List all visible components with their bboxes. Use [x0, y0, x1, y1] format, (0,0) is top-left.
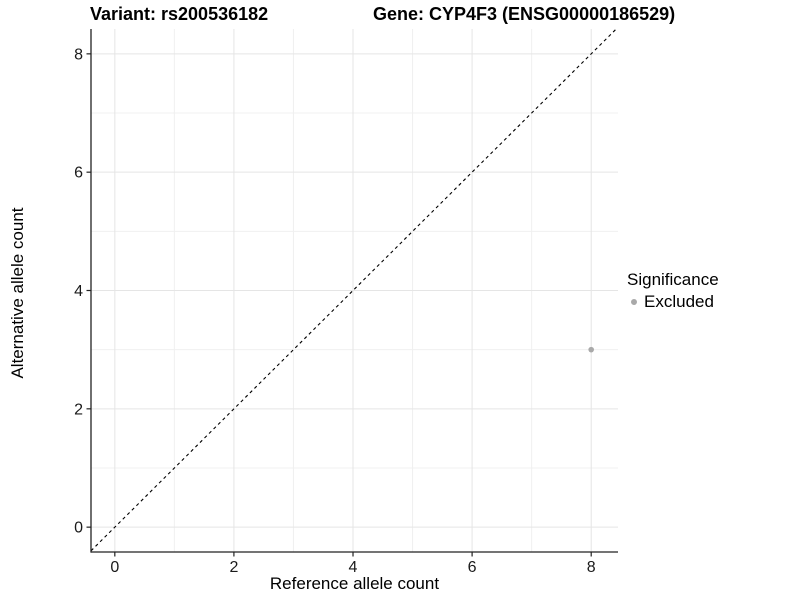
x-tick-label: 0	[110, 559, 119, 576]
identity-line	[90, 28, 617, 552]
legend-item-label: Excluded	[644, 292, 714, 311]
plot-title-gene: Gene: CYP4F3 (ENSG00000186529)	[373, 4, 676, 24]
y-tick-label: 2	[74, 401, 83, 418]
x-tick-label: 2	[229, 559, 238, 576]
legend-point-icon	[631, 299, 637, 305]
legend-title: Significance	[627, 270, 719, 289]
x-tick-label: 8	[587, 559, 596, 576]
y-tick-label: 4	[74, 283, 83, 300]
x-tick-label: 4	[349, 559, 358, 576]
legend: Significance Excluded	[627, 270, 719, 312]
x-tick-label: 6	[468, 559, 477, 576]
y-tick-label: 6	[74, 165, 83, 182]
legend-item-excluded: Excluded	[627, 292, 719, 312]
plot-title-variant: Variant: rs200536182	[90, 4, 269, 24]
x-axis-title: Reference allele count	[269, 574, 440, 593]
y-axis-title: Alternative allele count	[8, 207, 27, 379]
data-point	[588, 346, 595, 353]
y-tick-label: 8	[74, 46, 83, 63]
y-tick-label: 0	[74, 520, 83, 537]
